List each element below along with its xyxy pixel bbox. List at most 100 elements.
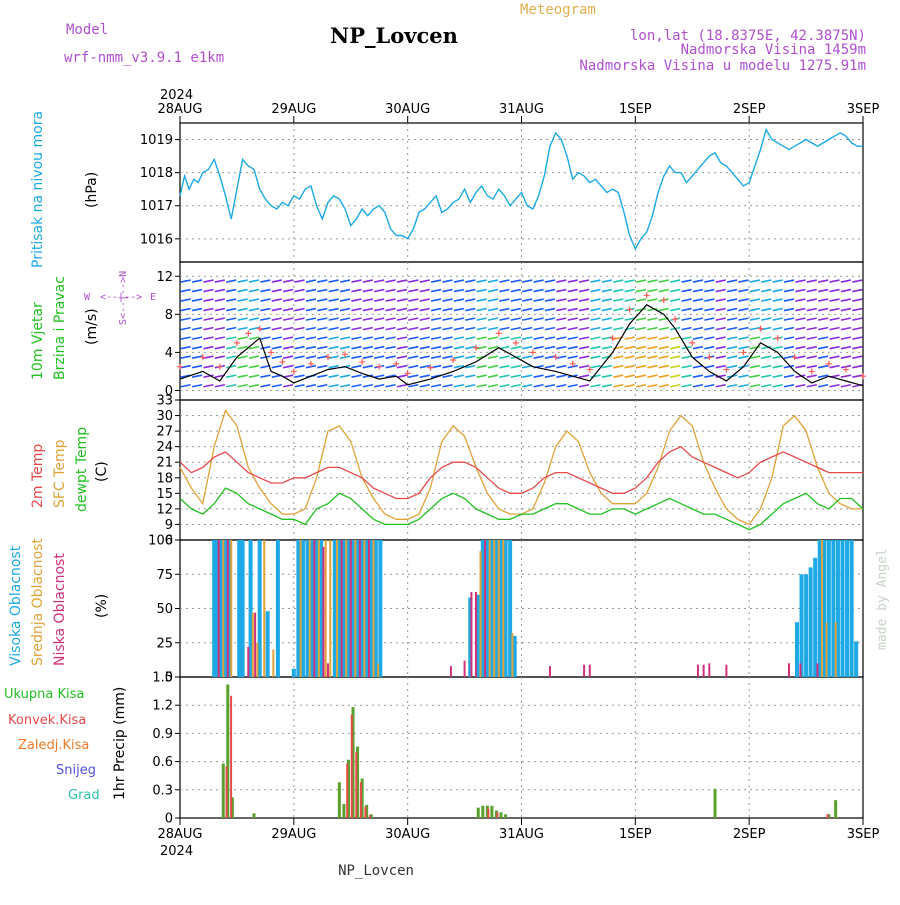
- wind-barb: [692, 345, 704, 350]
- wind-barb: [795, 279, 806, 283]
- wind-barb: [624, 383, 635, 388]
- gust-marker: [529, 349, 536, 356]
- wind-barb: [226, 336, 237, 340]
- wind-barb: [726, 288, 738, 293]
- wind-barb: [704, 288, 715, 293]
- y-tick-label: 4: [165, 346, 173, 361]
- wind-barb: [248, 288, 260, 293]
- chart-title: NP_Lovcen: [330, 23, 458, 48]
- wind-barb: [328, 383, 339, 388]
- wind-barb: [556, 355, 567, 359]
- wind-barb: [738, 317, 749, 321]
- wind-barb: [556, 288, 567, 293]
- wind-barb: [214, 355, 225, 359]
- wind-barb: [726, 355, 738, 359]
- wind-barb: [408, 364, 419, 369]
- wind-barb: [761, 345, 772, 350]
- wind-barb: [522, 307, 533, 312]
- wind-barb: [442, 307, 453, 312]
- wind-barb: [522, 326, 533, 331]
- gust-marker: [740, 349, 747, 356]
- wind-barb: [510, 383, 521, 388]
- wind-barb: [499, 383, 510, 388]
- cloud-bar: [708, 663, 711, 677]
- gust-marker: [706, 354, 713, 361]
- cloud-bar: [696, 664, 699, 677]
- wind-barb: [840, 355, 852, 359]
- wind-barb: [556, 345, 567, 350]
- gust-marker: [791, 354, 798, 361]
- wind-barb: [180, 345, 191, 350]
- precip-bar: [350, 714, 353, 818]
- wind-barb: [476, 298, 487, 302]
- wind-barb: [226, 317, 237, 321]
- wind-barb: [818, 317, 829, 321]
- wind-barb: [556, 317, 567, 321]
- wind-barb: [419, 307, 430, 312]
- wind-barb: [738, 288, 749, 293]
- wind-barb: [203, 336, 214, 340]
- wind-barb: [453, 279, 465, 283]
- wind-barb: [374, 288, 385, 293]
- wind-barb: [260, 317, 271, 321]
- wind-barb: [487, 307, 499, 312]
- cloud-bar: [817, 540, 822, 677]
- cloud-bar: [369, 540, 374, 677]
- wind-barb: [818, 279, 829, 283]
- wind-barb: [624, 345, 635, 350]
- precip-bar: [346, 759, 350, 818]
- y-tick-label: 100: [148, 534, 173, 549]
- wind-barb: [203, 317, 214, 321]
- wind-barb: [567, 326, 578, 331]
- precip-bar: [490, 805, 494, 818]
- wind-barb: [601, 317, 613, 321]
- wind-barb: [772, 307, 783, 312]
- wind-barb: [590, 364, 601, 369]
- wind-barb: [670, 355, 681, 359]
- wind-barb: [726, 336, 738, 340]
- wind-barb: [465, 355, 476, 359]
- wind-barb: [772, 364, 783, 369]
- gust-marker: [177, 363, 183, 370]
- cloud-bar: [341, 540, 346, 677]
- wind-barb: [749, 326, 761, 331]
- wind-barb: [795, 336, 806, 340]
- wind-barb: [635, 383, 647, 388]
- wind-barb: [396, 326, 408, 331]
- wind-barb: [613, 307, 624, 312]
- wind-barb: [476, 364, 487, 369]
- wind-barb: [772, 288, 783, 293]
- cloud-bar: [240, 540, 245, 677]
- wind-barb: [522, 279, 533, 283]
- cloud-bar: [502, 540, 505, 677]
- cloud-bar: [248, 540, 253, 677]
- x-tick-label-bottom: 31AUG: [499, 827, 544, 842]
- wind-barb: [214, 307, 225, 312]
- wind-barb: [430, 288, 442, 293]
- wind-barb: [374, 336, 385, 340]
- wind-barb: [704, 298, 715, 302]
- wind-barb: [476, 383, 487, 388]
- legend-snijeg: Snijeg: [56, 763, 96, 778]
- wind-barb: [658, 307, 669, 312]
- wind-barb: [453, 374, 465, 378]
- wind-barb: [715, 298, 726, 302]
- wind-barb: [749, 355, 761, 359]
- wind-barb: [715, 383, 726, 388]
- wind-barb: [453, 298, 465, 302]
- cloud-bar: [340, 540, 343, 677]
- precip-bar: [351, 707, 355, 818]
- year-top: 2024: [160, 88, 193, 103]
- wind-barb: [362, 307, 373, 312]
- wind-barb: [317, 326, 328, 331]
- wind-barb: [601, 383, 613, 388]
- cloud-bar: [308, 540, 311, 677]
- wind-barb: [715, 288, 726, 293]
- wind-barb: [374, 307, 385, 312]
- wind-barb: [556, 279, 567, 283]
- wind-barb: [226, 307, 237, 312]
- wind-barb: [556, 383, 567, 388]
- wind-barb: [829, 307, 840, 312]
- wind-barb: [590, 288, 601, 293]
